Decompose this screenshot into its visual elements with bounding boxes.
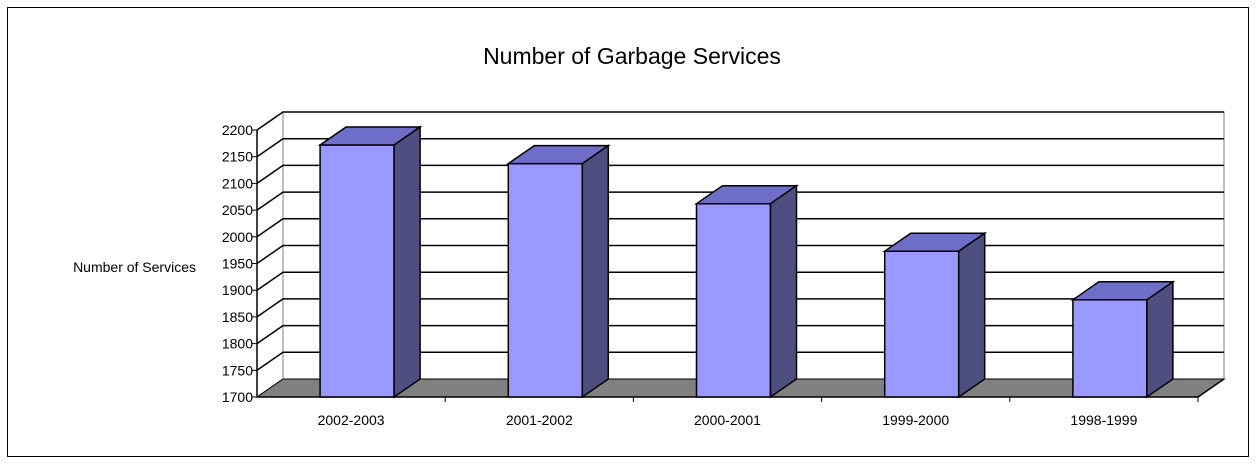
bar-side [771, 186, 797, 397]
y-tick-label: 2150 [222, 149, 253, 165]
bar-side [959, 233, 985, 397]
y-tick-label: 1700 [222, 389, 253, 405]
x-tick-label: 2002-2003 [318, 412, 385, 428]
y-tick-label: 2100 [222, 175, 253, 191]
bar-front [697, 204, 771, 397]
y-tick-label: 1900 [222, 282, 253, 298]
bar-front [508, 164, 582, 397]
chart-title: Number of Garbage Services [483, 43, 781, 69]
y-tick-label: 1800 [222, 336, 253, 352]
bar-side [1147, 282, 1173, 397]
x-tick-label: 1998-1999 [1070, 412, 1137, 428]
bar-front [320, 145, 394, 397]
x-tick-label: 2001-2002 [506, 412, 573, 428]
bar-side [394, 127, 420, 397]
y-tick-label: 2050 [222, 202, 253, 218]
y-tick-label: 1850 [222, 309, 253, 325]
x-tick-label: 2000-2001 [694, 412, 761, 428]
y-tick-label: 2200 [222, 122, 253, 138]
y-axis-label: Number of Services [73, 259, 196, 275]
y-tick-label: 1950 [222, 256, 253, 272]
y-tick-label: 2000 [222, 229, 253, 245]
y-tick-label: 1750 [222, 362, 253, 378]
bar-side [582, 146, 608, 397]
bar-front [1073, 300, 1147, 397]
bar-front [885, 251, 959, 397]
x-tick-label: 1999-2000 [882, 412, 949, 428]
